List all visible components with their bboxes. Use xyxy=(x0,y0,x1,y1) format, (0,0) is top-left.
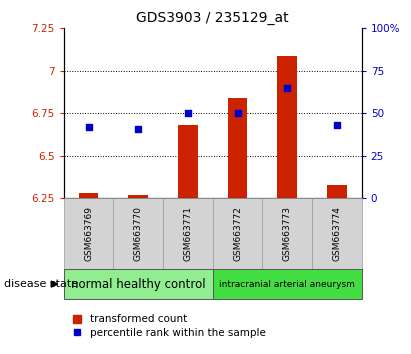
Text: GSM663774: GSM663774 xyxy=(332,206,342,261)
Bar xyxy=(113,198,163,269)
Text: GSM663770: GSM663770 xyxy=(134,206,143,261)
Bar xyxy=(64,269,213,299)
Bar xyxy=(312,198,362,269)
Point xyxy=(185,110,191,116)
Bar xyxy=(128,195,148,198)
Text: normal healthy control: normal healthy control xyxy=(71,278,206,291)
Bar xyxy=(213,198,262,269)
Point xyxy=(135,126,141,131)
Bar xyxy=(79,193,99,198)
Bar xyxy=(64,198,113,269)
Point xyxy=(234,110,241,116)
Legend: transformed count, percentile rank within the sample: transformed count, percentile rank withi… xyxy=(69,310,270,342)
Point xyxy=(334,122,340,128)
Bar xyxy=(228,98,247,198)
Text: GSM663771: GSM663771 xyxy=(183,206,192,261)
Bar xyxy=(178,125,198,198)
Title: GDS3903 / 235129_at: GDS3903 / 235129_at xyxy=(136,11,289,24)
Text: GSM663772: GSM663772 xyxy=(233,206,242,261)
Point xyxy=(85,124,92,130)
Bar xyxy=(262,198,312,269)
Text: GSM663769: GSM663769 xyxy=(84,206,93,261)
Text: disease state: disease state xyxy=(4,279,78,289)
Bar xyxy=(327,185,347,198)
Text: intracranial arterial aneurysm: intracranial arterial aneurysm xyxy=(219,280,355,289)
Bar xyxy=(213,269,362,299)
Bar xyxy=(163,198,213,269)
Point xyxy=(284,85,291,91)
Text: GSM663773: GSM663773 xyxy=(283,206,292,261)
Bar xyxy=(277,56,297,198)
